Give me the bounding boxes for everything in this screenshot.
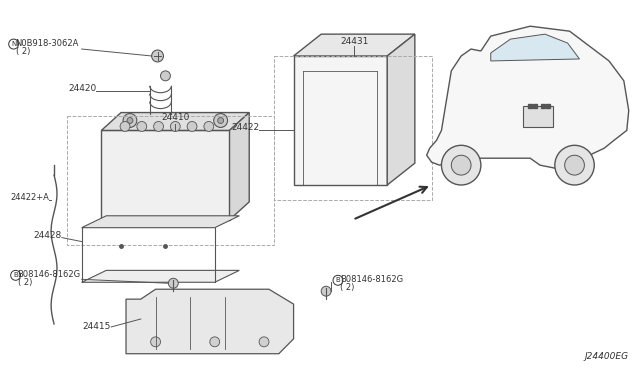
Polygon shape	[387, 34, 415, 185]
Text: 24422+A: 24422+A	[10, 193, 49, 202]
Circle shape	[170, 122, 180, 131]
Circle shape	[564, 155, 584, 175]
Bar	[274, 56, 431, 200]
Circle shape	[259, 337, 269, 347]
Polygon shape	[294, 34, 415, 56]
Bar	[101, 131, 230, 220]
Circle shape	[152, 50, 163, 62]
Bar	[294, 56, 387, 185]
Polygon shape	[101, 113, 249, 131]
Circle shape	[187, 122, 197, 131]
Circle shape	[137, 122, 147, 131]
Circle shape	[161, 71, 170, 81]
PathPatch shape	[491, 34, 579, 61]
PathPatch shape	[427, 26, 628, 168]
Text: 24415: 24415	[83, 322, 111, 331]
Text: ( 2): ( 2)	[15, 47, 30, 56]
Circle shape	[555, 145, 595, 185]
Circle shape	[150, 337, 161, 347]
Bar	[524, 106, 553, 128]
Text: B: B	[13, 272, 18, 278]
Circle shape	[127, 118, 133, 124]
Bar	[67, 116, 274, 244]
Circle shape	[120, 122, 130, 131]
Polygon shape	[230, 113, 249, 220]
Polygon shape	[82, 270, 239, 282]
Text: 24422: 24422	[231, 124, 259, 132]
Circle shape	[204, 122, 214, 131]
Text: 24420: 24420	[68, 84, 97, 93]
Text: ( 2): ( 2)	[17, 278, 32, 287]
Text: J24400EG: J24400EG	[584, 352, 628, 361]
Text: 24428: 24428	[34, 231, 62, 240]
Text: B08146-8162G: B08146-8162G	[340, 275, 403, 284]
Text: ( 2): ( 2)	[340, 283, 355, 292]
Text: N: N	[11, 41, 16, 47]
Polygon shape	[126, 289, 294, 354]
Circle shape	[442, 145, 481, 185]
Circle shape	[210, 337, 220, 347]
Circle shape	[214, 113, 228, 128]
Circle shape	[123, 113, 137, 128]
Text: B08146-8162G: B08146-8162G	[17, 270, 81, 279]
Text: N0B918-3062A: N0B918-3062A	[15, 39, 79, 48]
Circle shape	[451, 155, 471, 175]
Text: 24410: 24410	[161, 113, 189, 122]
Polygon shape	[82, 216, 239, 228]
Circle shape	[321, 286, 331, 296]
Circle shape	[168, 278, 179, 288]
Text: 24431: 24431	[340, 37, 369, 46]
Text: B: B	[335, 277, 340, 283]
Circle shape	[218, 118, 223, 124]
Circle shape	[154, 122, 163, 131]
